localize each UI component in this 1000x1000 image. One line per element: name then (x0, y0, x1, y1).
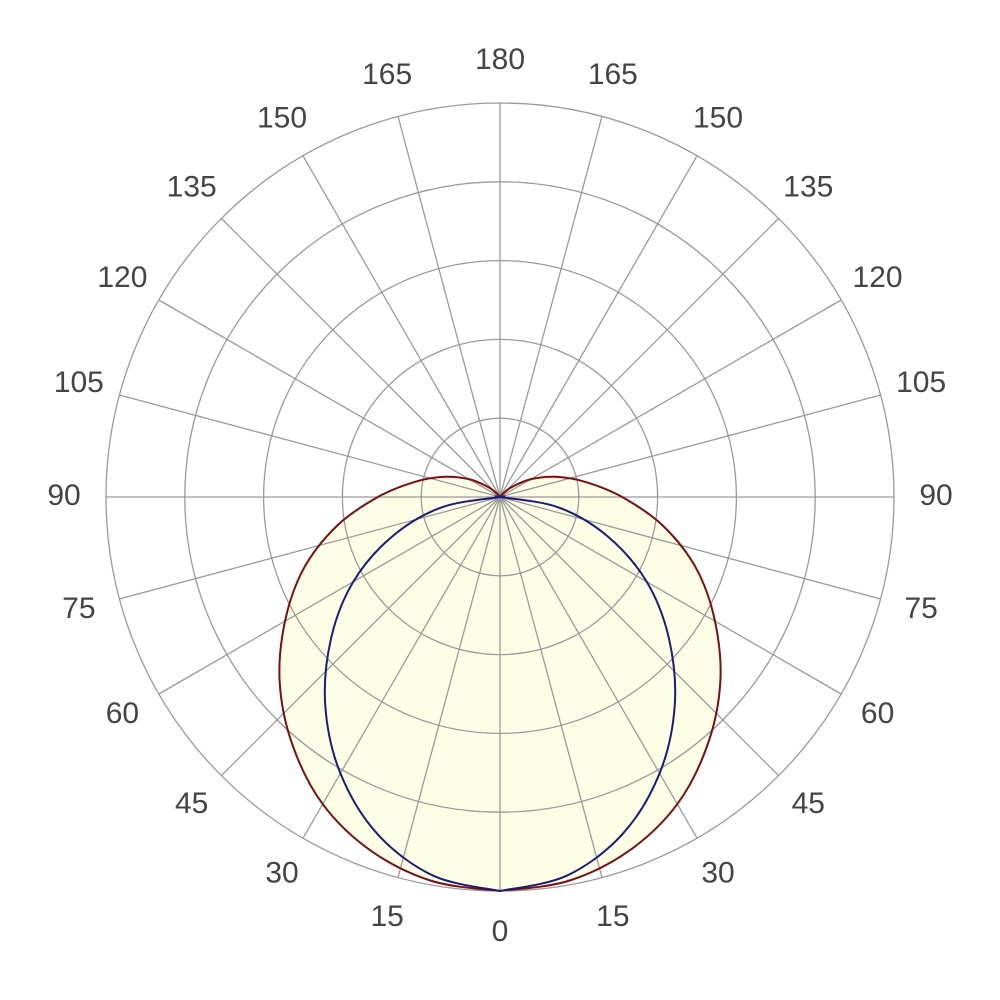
angle-label: 30 (701, 857, 734, 890)
angle-label: 30 (265, 857, 298, 890)
angle-label: 135 (783, 171, 833, 204)
grid-spoke (499, 496, 780, 777)
angle-label: 165 (588, 58, 638, 91)
grid-spoke (499, 496, 842, 695)
grid-spoke (302, 496, 501, 839)
angle-label: 60 (106, 697, 139, 730)
angle-label: 90 (47, 479, 80, 512)
angle-label: 165 (362, 58, 412, 91)
angle-label: 105 (54, 366, 104, 399)
angle-label: 135 (167, 171, 217, 204)
angle-label: 120 (97, 261, 147, 294)
grid-spoke (499, 155, 698, 498)
grid-spoke (397, 496, 501, 878)
grid-spoke (220, 496, 501, 777)
grid-spoke (119, 394, 501, 498)
grid-spoke (499, 394, 881, 498)
angle-label: 15 (596, 900, 629, 933)
angle-label: 90 (919, 479, 952, 512)
angle-label: 60 (861, 697, 894, 730)
intensity-curve (323, 495, 506, 892)
angle-label: 45 (175, 787, 208, 820)
angle-label: 45 (792, 787, 825, 820)
angle-label: 105 (896, 366, 946, 399)
angle-label: 120 (853, 261, 903, 294)
angle-label: 15 (370, 900, 403, 933)
grid-spoke (119, 496, 501, 600)
grid-spoke (499, 299, 842, 498)
grid-spoke (158, 299, 501, 498)
angle-label: 180 (475, 43, 525, 76)
grid-spoke (302, 155, 501, 498)
grid-spoke (499, 217, 780, 498)
grid-spoke (158, 496, 501, 695)
grid-spoke (499, 496, 603, 878)
grid-spoke (397, 116, 501, 498)
angle-label: 75 (62, 592, 95, 625)
grid-spoke (220, 217, 501, 498)
intensity-curve (498, 475, 722, 892)
angle-label: 150 (257, 101, 307, 134)
angle-label: 150 (693, 101, 743, 134)
angle-label: 0 (492, 915, 509, 948)
grid-spoke (499, 116, 603, 498)
intensity-curve (278, 475, 502, 892)
angle-label: 75 (904, 592, 937, 625)
grid-spoke (499, 496, 698, 839)
grid-spoke (499, 496, 881, 600)
